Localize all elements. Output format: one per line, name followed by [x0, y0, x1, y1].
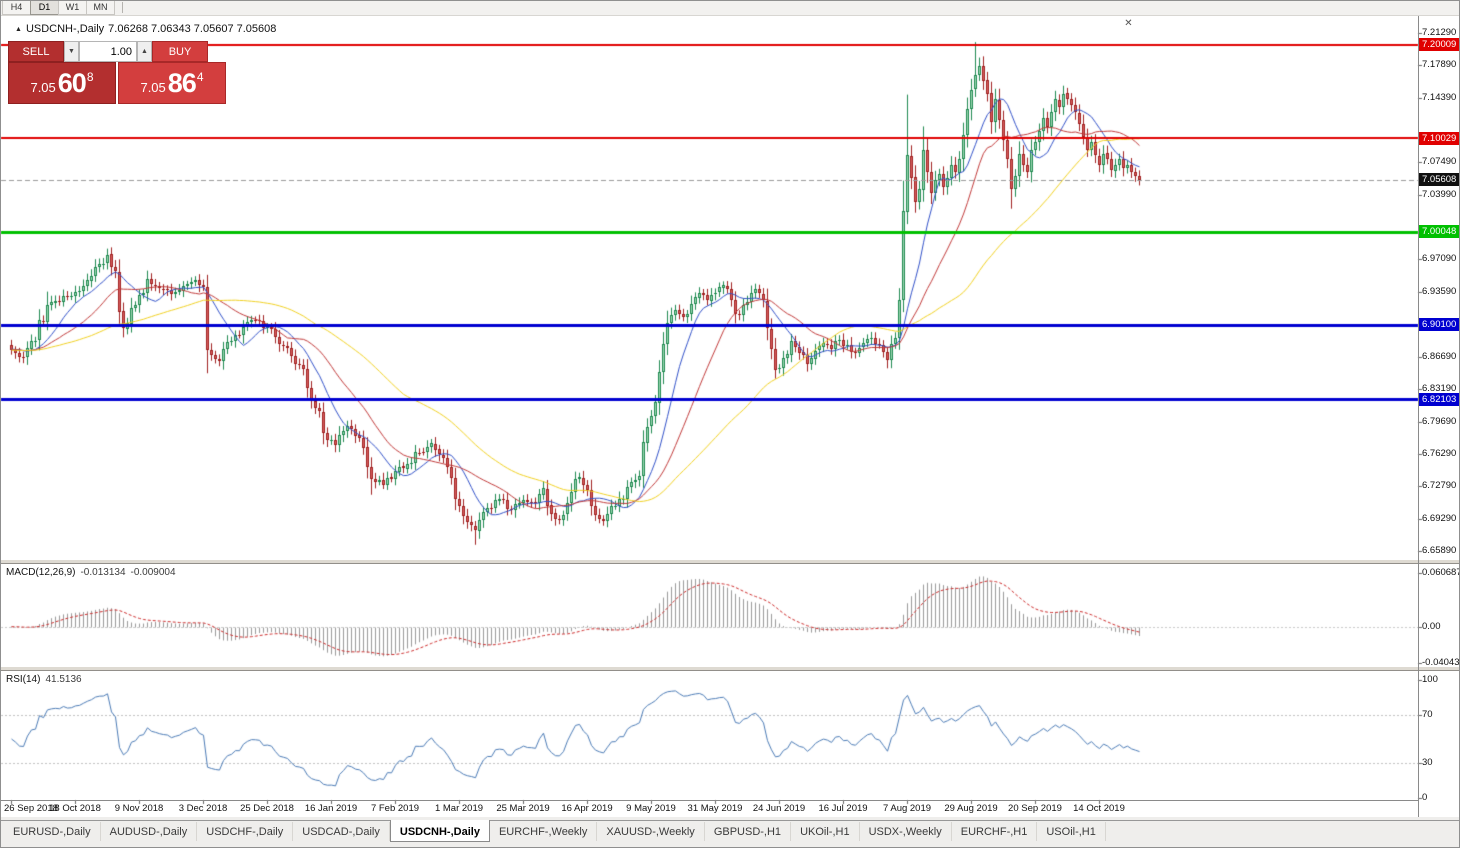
buy-price-tile[interactable]: 7.05 86 4: [118, 62, 226, 104]
timeframe-d1-button[interactable]: D1: [30, 0, 59, 15]
axis-label: 7.03990: [1422, 189, 1457, 200]
axis-label: 100: [1422, 674, 1438, 685]
chart-ohlc-values: 7.06268 7.06343 7.05607 7.05608: [108, 23, 277, 35]
sell-price-big: 60: [57, 67, 87, 98]
price-level-badge: 7.20009: [1419, 38, 1460, 51]
date-label: 25 Dec 2018: [240, 803, 294, 814]
date-label: 9 Nov 2018: [114, 803, 164, 814]
timeframe-w1-button[interactable]: W1: [58, 0, 87, 15]
date-label: 25 Mar 2019: [496, 803, 550, 814]
date-label: 9 May 2019: [626, 803, 676, 814]
price-level-badge: 6.82103: [1419, 393, 1460, 406]
chart-tab-eurchf-weekly[interactable]: EURCHF-,Weekly: [490, 822, 598, 841]
date-label: 26 Sep 2018: [4, 803, 58, 814]
buy-price-main: 7.05: [140, 80, 166, 95]
trade-prices-row: 7.05 60 8 7.05 86 4: [8, 62, 226, 104]
rsi-name: RSI(14): [6, 674, 41, 685]
timeframe-toolbar: H4 D1 W1 MN: [0, 0, 1460, 16]
sell-price-tile[interactable]: 7.05 60 8: [8, 62, 116, 104]
trade-controls-row: SELL ▼ ▲ BUY: [8, 41, 226, 62]
timeframe-mn-button[interactable]: MN: [86, 0, 115, 15]
axis-label: 6.86690: [1422, 351, 1457, 362]
chart-tab-usdcad-daily[interactable]: USDCAD-,Daily: [293, 822, 390, 841]
chart-tab-eurchf-h1[interactable]: EURCHF-,H1: [952, 822, 1038, 841]
date-label: 7 Feb 2019: [370, 803, 420, 814]
chart-tab-usdcnh-daily[interactable]: USDCNH-,Daily: [389, 820, 490, 842]
price-level-badge: 7.10029: [1419, 132, 1460, 145]
time-axis-line: [0, 800, 1418, 801]
axis-label: 6.97090: [1422, 253, 1457, 264]
sell-button[interactable]: SELL: [8, 41, 64, 62]
macd-label: MACD(12,26,9) -0.013134 -0.009004: [6, 567, 181, 578]
axis-label: 7.07490: [1422, 156, 1457, 167]
panel-separator-macd[interactable]: [0, 559, 1460, 564]
price-level-badge: 7.00048: [1419, 225, 1460, 238]
sell-price-main: 7.05: [30, 80, 56, 95]
date-label: 3 Dec 2018: [178, 803, 228, 814]
chart-tabs: EURUSD-,Daily AUDUSD-,Daily USDCHF-,Daily U…: [0, 820, 1460, 848]
sell-price-sup: 8: [86, 69, 94, 84]
collapse-triangle-icon: ▲: [15, 26, 22, 33]
axis-label: 6.83190: [1422, 383, 1457, 394]
bottom-strip: [0, 817, 1460, 820]
chart-tab-ukoil-h1[interactable]: UKOil-,H1: [791, 822, 860, 841]
chart-tab-usoil-h1[interactable]: USOil-,H1: [1037, 822, 1106, 841]
macd-main-value: -0.013134: [80, 567, 126, 578]
date-label: 1 Mar 2019: [434, 803, 484, 814]
volume-input[interactable]: [79, 41, 137, 62]
buy-button[interactable]: BUY: [152, 41, 208, 62]
macd-name: MACD(12,26,9): [6, 567, 76, 578]
price-level-badge: 6.90100: [1419, 318, 1460, 331]
chart-tab-xauusd-weekly[interactable]: XAUUSD-,Weekly: [597, 822, 705, 841]
toolbar-divider: [122, 2, 123, 13]
axis-label: 6.69290: [1422, 513, 1457, 524]
axis-label: 0.00: [1422, 621, 1441, 632]
chart-symbol-timeframe: USDCNH-,Daily: [25, 23, 105, 35]
axis-label: 0.060687: [1422, 567, 1460, 578]
buy-price-big: 86: [167, 67, 197, 98]
date-label: 29 Aug 2019: [944, 803, 998, 814]
chart-title: ▲ USDCNH-,Daily 7.06268 7.06343 7.05607 7.…: [15, 23, 280, 35]
current-price-badge: 7.05608: [1419, 173, 1460, 186]
close-icon[interactable]: ✕: [1124, 18, 1133, 29]
price-axis-line: [1418, 16, 1419, 817]
date-label: 20 Sep 2019: [1008, 803, 1062, 814]
date-label: 18 Oct 2018: [49, 803, 101, 814]
chart-tab-usdchf-daily[interactable]: USDCHF-,Daily: [197, 822, 294, 841]
date-label: 16 Jul 2019: [818, 803, 868, 814]
axis-label: 0: [1422, 792, 1428, 803]
panel-separator-rsi[interactable]: [0, 666, 1460, 671]
axis-label: 7.21290: [1422, 27, 1457, 38]
axis-label: 6.79690: [1422, 416, 1457, 427]
rsi-label: RSI(14) 41.5136: [6, 674, 87, 685]
date-label: 24 Jun 2019: [752, 803, 806, 814]
chart-tab-usdx-weekly[interactable]: USDX-,Weekly: [860, 822, 952, 841]
date-label: 16 Jan 2019: [304, 803, 358, 814]
date-label: 14 Oct 2019: [1073, 803, 1125, 814]
volume-decrease-button[interactable]: ▼: [64, 41, 79, 62]
one-click-trading-panel: SELL ▼ ▲ BUY 7.05 60 8 7.05 86 4: [8, 41, 226, 104]
volume-increase-button[interactable]: ▲: [137, 41, 152, 62]
timeframe-h4-button[interactable]: H4: [2, 0, 31, 15]
axis-label: -0.04043: [1422, 657, 1460, 668]
axis-label: 6.72790: [1422, 480, 1457, 491]
rsi-value: 41.5136: [45, 674, 82, 685]
date-label: 16 Apr 2019: [561, 803, 613, 814]
chart-tab-gbpusd-h1[interactable]: GBPUSD-,H1: [705, 822, 792, 841]
buy-price-sup: 4: [196, 69, 204, 84]
axis-label: 6.93590: [1422, 286, 1457, 297]
axis-label: 7.14390: [1422, 92, 1457, 103]
date-label: 31 May 2019: [687, 803, 743, 814]
axis-label: 6.76290: [1422, 448, 1457, 459]
axis-label: 70: [1422, 709, 1433, 720]
date-label: 7 Aug 2019: [882, 803, 932, 814]
macd-signal-value: -0.009004: [130, 567, 176, 578]
chart-tab-eurusd-daily[interactable]: EURUSD-,Daily: [4, 822, 101, 841]
chart-tab-audusd-daily[interactable]: AUDUSD-,Daily: [101, 822, 198, 841]
axis-label: 6.65890: [1422, 545, 1457, 556]
axis-label: 30: [1422, 757, 1433, 768]
axis-label: 7.17890: [1422, 59, 1457, 70]
